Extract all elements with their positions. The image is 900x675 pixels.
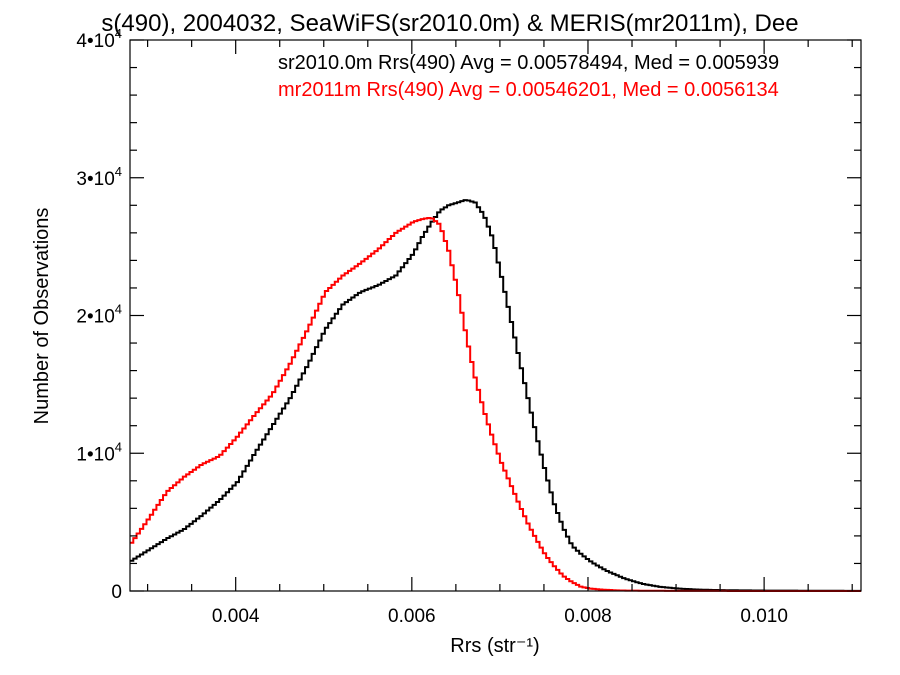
x-axis-label: Rrs (str⁻¹) <box>450 635 539 657</box>
y-axis: 0 1•104 2•104 3•104 4•104 <box>76 26 861 603</box>
x-tick-label: 0.010 <box>740 606 788 627</box>
y-tick-label: 2•104 <box>76 302 122 328</box>
chart-title: s(490), 2004032, SeaWiFS(sr2010.0m) & ME… <box>101 10 798 37</box>
legend-entry-seawifs: sr2010.0m Rrs(490) Avg = 0.00578494, Med… <box>278 52 779 74</box>
y-tick-label: 3•104 <box>76 164 122 190</box>
y-tick-label: 1•104 <box>76 439 122 465</box>
x-axis: 0.004 0.006 0.008 0.010 <box>147 40 853 627</box>
y-tick-label: 4•104 <box>76 26 122 52</box>
legend-entry-meris: mr2011m Rrs(490) Avg = 0.00546201, Med =… <box>278 79 779 101</box>
x-tick-label: 0.006 <box>388 606 436 627</box>
y-axis-label: Number of Observations <box>31 208 53 425</box>
y-tick-label: 0 <box>111 582 122 603</box>
x-tick-label: 0.004 <box>212 606 260 627</box>
x-tick-label: 0.008 <box>564 606 612 627</box>
